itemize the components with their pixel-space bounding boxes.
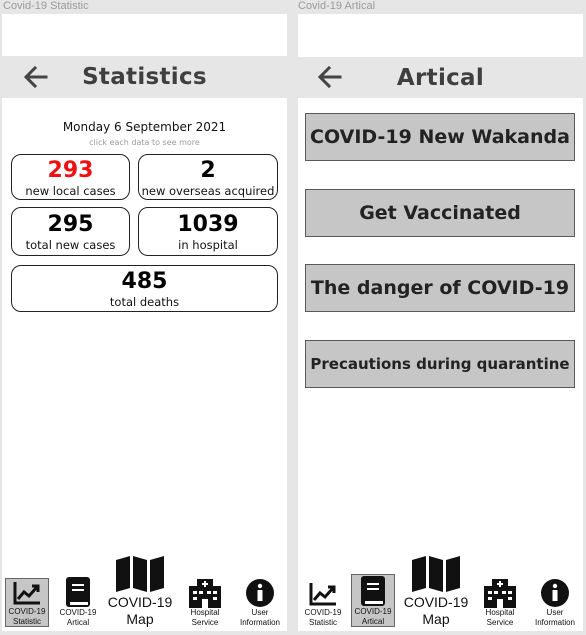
nav-item-artical[interactable]: COVID-19 Artical (56, 576, 100, 627)
stat-card-local-cases[interactable]: 293 new local cases (11, 154, 130, 200)
chart-line-icon (309, 583, 336, 606)
book-icon (361, 576, 385, 606)
nav-label: COVID-19 Artical (354, 607, 392, 626)
frame-label-statistic: Covid-19 Statistic (3, 0, 89, 12)
hospital-icon (189, 579, 221, 608)
stat-label: in hospital (178, 238, 238, 252)
nav-item-user[interactable]: User Information (235, 578, 285, 627)
report-date: Monday 6 September 2021 (62, 120, 227, 134)
book-icon (66, 577, 90, 607)
stat-value: 1039 (177, 212, 239, 237)
statistics-screen: Statistics Monday 6 September 2021 click… (2, 14, 287, 631)
stat-value: 2 (200, 158, 216, 183)
back-arrow-icon[interactable] (316, 63, 344, 91)
stat-label: new local cases (25, 184, 116, 198)
nav-item-hospital[interactable]: Hospital Service (183, 578, 227, 627)
nav-item-map[interactable]: COVID-19 Map (107, 554, 173, 628)
page-title: Statistics (82, 64, 207, 90)
page-title: Artical (396, 64, 485, 91)
stat-label: total new cases (25, 238, 116, 252)
map-icon (412, 556, 460, 592)
nav-label: COVID-19 Map (403, 594, 469, 627)
stat-card-overseas-acquired[interactable]: 2 new overseas acquired (138, 154, 278, 200)
nav-label: Hospital Service (485, 608, 515, 627)
stat-card-total-new-cases[interactable]: 295 total new cases (11, 207, 130, 256)
app-bar: Artical (298, 57, 583, 98)
app-bar: Statistics (2, 56, 287, 98)
nav-item-hospital[interactable]: Hospital Service (478, 578, 522, 627)
nav-item-statistic[interactable]: COVID-19 Statistic (301, 580, 345, 627)
nav-label: COVID-19 Statistic (8, 607, 46, 626)
nav-label: COVID-19 Artical (59, 608, 97, 627)
info-icon (541, 579, 569, 607)
stat-value: 295 (47, 212, 94, 237)
nav-item-user[interactable]: User Information (530, 578, 580, 627)
article-button-get-vaccinated[interactable]: Get Vaccinated (305, 189, 575, 237)
chart-line-icon (13, 582, 40, 605)
nav-label: COVID-19 Map (107, 594, 173, 627)
stat-card-in-hospital[interactable]: 1039 in hospital (138, 207, 278, 256)
stat-label: total deaths (109, 295, 180, 309)
nav-label: Hospital Service (190, 608, 220, 627)
info-icon (246, 579, 274, 607)
article-button-danger-covid[interactable]: The danger of COVID-19 (305, 264, 575, 312)
article-button-new-wakanda[interactable]: COVID-19 New Wakanda (305, 113, 575, 161)
nav-label: User Information (534, 608, 576, 627)
map-icon (116, 556, 164, 592)
artical-screen: Artical COVID-19 New Wakanda Get Vaccina… (298, 14, 583, 631)
bottom-nav: COVID-19 Statistic COVID-19 Artical COVI… (298, 551, 583, 631)
stat-value: 485 (121, 269, 168, 294)
stat-card-total-deaths[interactable]: 485 total deaths (11, 265, 278, 312)
stat-label: new overseas acquired (141, 184, 275, 198)
frame-label-artical: Covid-19 Artical (298, 0, 376, 12)
article-button-precautions[interactable]: Precautions during quarantine (305, 340, 575, 388)
nav-label: User Information (239, 608, 281, 627)
nav-item-map[interactable]: COVID-19 Map (401, 554, 471, 628)
back-arrow-icon[interactable] (22, 63, 50, 91)
hospital-icon (484, 579, 516, 608)
hint-text: click each data to see more (89, 138, 200, 147)
nav-item-statistic[interactable]: COVID-19 Statistic (5, 578, 49, 627)
nav-item-artical[interactable]: COVID-19 Artical (351, 574, 395, 627)
stat-value: 293 (47, 158, 94, 183)
bottom-nav: COVID-19 Statistic COVID-19 Artical COVI… (2, 551, 287, 631)
nav-label: COVID-19 Statistic (304, 608, 342, 627)
